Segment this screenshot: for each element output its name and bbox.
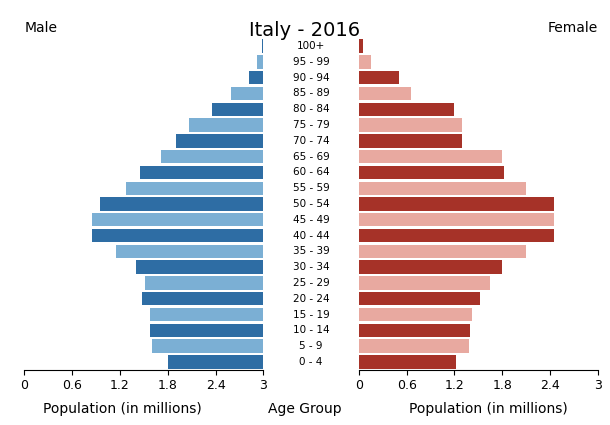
- Text: 10 - 14: 10 - 14: [293, 325, 329, 335]
- Bar: [359, 355, 456, 368]
- Bar: [249, 71, 264, 85]
- Text: 55 - 59: 55 - 59: [293, 183, 329, 193]
- Text: Male: Male: [24, 21, 57, 35]
- Bar: [168, 355, 264, 368]
- Bar: [116, 245, 264, 258]
- Text: 5 - 9: 5 - 9: [300, 341, 323, 351]
- Text: 50 - 54: 50 - 54: [293, 199, 329, 209]
- Bar: [176, 134, 264, 147]
- Bar: [92, 229, 264, 242]
- Bar: [231, 87, 264, 100]
- Text: Age Group: Age Group: [268, 402, 342, 416]
- Bar: [359, 339, 468, 353]
- Text: 25 - 29: 25 - 29: [293, 278, 329, 288]
- Text: Population (in millions): Population (in millions): [43, 402, 201, 416]
- Bar: [150, 323, 264, 337]
- Bar: [359, 87, 411, 100]
- Text: 45 - 49: 45 - 49: [293, 215, 329, 225]
- Bar: [359, 102, 454, 116]
- Bar: [189, 119, 264, 132]
- Text: 80 - 84: 80 - 84: [293, 104, 329, 114]
- Bar: [145, 276, 264, 290]
- Bar: [152, 339, 264, 353]
- Text: 15 - 19: 15 - 19: [293, 309, 329, 320]
- Text: 95 - 99: 95 - 99: [293, 57, 329, 67]
- Text: 60 - 64: 60 - 64: [293, 167, 329, 177]
- Bar: [359, 261, 502, 274]
- Bar: [359, 71, 399, 85]
- Bar: [359, 197, 554, 211]
- Text: 0 - 4: 0 - 4: [300, 357, 323, 367]
- Text: 75 - 79: 75 - 79: [293, 120, 329, 130]
- Text: 90 - 94: 90 - 94: [293, 73, 329, 83]
- Bar: [359, 134, 462, 147]
- Text: 100+: 100+: [297, 41, 325, 51]
- Bar: [359, 308, 472, 321]
- Bar: [162, 150, 264, 163]
- Bar: [100, 197, 264, 211]
- Bar: [359, 292, 480, 306]
- Bar: [359, 119, 462, 132]
- Text: Population (in millions): Population (in millions): [409, 402, 567, 416]
- Text: 70 - 74: 70 - 74: [293, 136, 329, 146]
- Text: 65 - 69: 65 - 69: [293, 152, 329, 162]
- Text: 30 - 34: 30 - 34: [293, 262, 329, 272]
- Bar: [92, 213, 264, 227]
- Bar: [136, 261, 264, 274]
- Text: Italy - 2016: Italy - 2016: [249, 21, 361, 40]
- Bar: [359, 245, 526, 258]
- Text: 85 - 89: 85 - 89: [293, 88, 329, 99]
- Bar: [212, 102, 264, 116]
- Bar: [359, 276, 490, 290]
- Text: Female: Female: [548, 21, 598, 35]
- Bar: [359, 150, 502, 163]
- Bar: [359, 323, 470, 337]
- Bar: [150, 308, 264, 321]
- Text: 40 - 44: 40 - 44: [293, 231, 329, 241]
- Bar: [257, 55, 264, 69]
- Text: 35 - 39: 35 - 39: [293, 246, 329, 256]
- Bar: [359, 55, 371, 69]
- Text: 20 - 24: 20 - 24: [293, 294, 329, 304]
- Bar: [359, 229, 554, 242]
- Bar: [142, 292, 264, 306]
- Bar: [359, 181, 526, 195]
- Bar: [359, 40, 363, 53]
- Bar: [126, 181, 264, 195]
- Bar: [359, 213, 554, 227]
- Bar: [359, 166, 504, 179]
- Bar: [140, 166, 264, 179]
- Bar: [262, 40, 264, 53]
